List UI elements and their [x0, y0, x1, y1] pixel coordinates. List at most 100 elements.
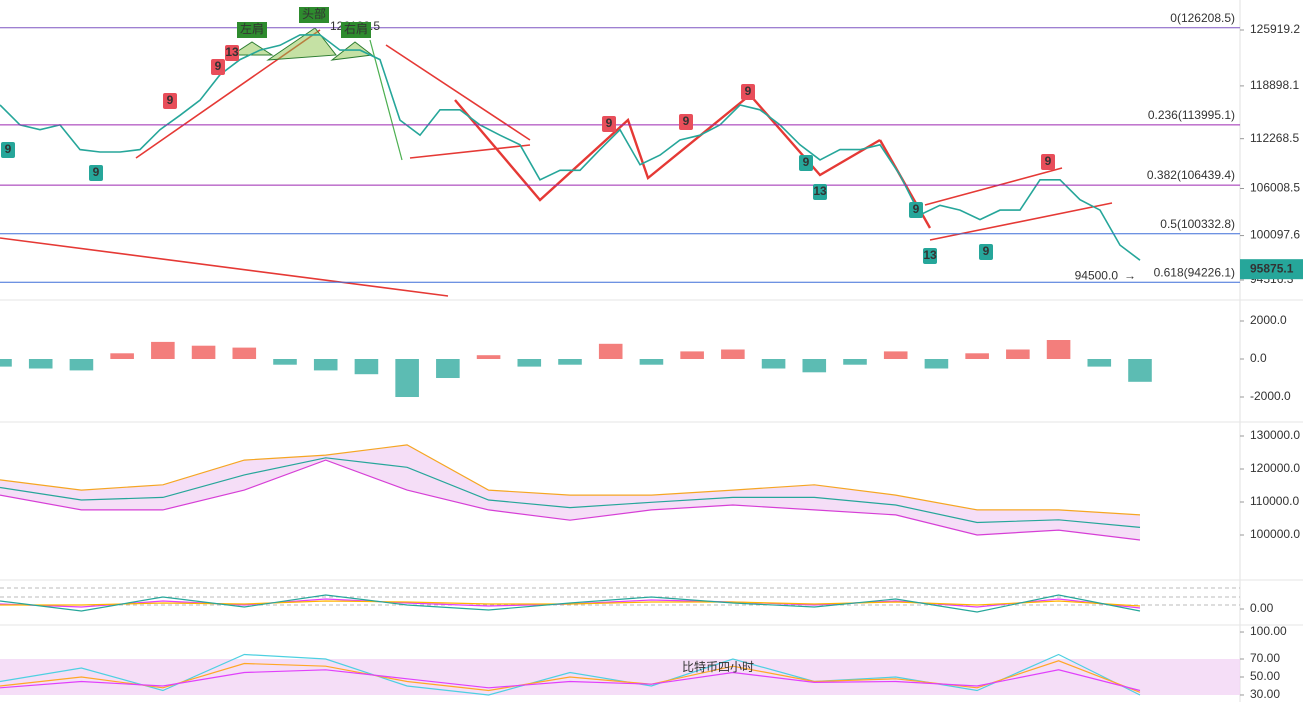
series-line	[0, 457, 1141, 528]
fib-label: 0.5(100332.8)	[1160, 217, 1235, 231]
pattern-tag	[341, 22, 371, 38]
histogram-bar	[802, 359, 827, 373]
histogram-bar	[354, 359, 379, 375]
td-tag	[923, 248, 937, 264]
y-tick-label: 2000.0	[1250, 313, 1287, 327]
y-tick-label: 125919.2	[1250, 22, 1300, 36]
trend-line	[0, 237, 449, 297]
td-tag	[602, 116, 616, 132]
td-count: 9	[606, 116, 613, 130]
series-line	[0, 594, 1141, 613]
fib-label: 0(126208.5)	[1170, 11, 1235, 25]
pattern-shape	[330, 41, 374, 61]
histogram-bar	[436, 359, 460, 379]
histogram-bar	[110, 353, 134, 360]
histogram-bar	[0, 359, 12, 367]
y-tick-label: 70.00	[1250, 651, 1280, 665]
zone-band	[0, 659, 1240, 695]
histogram-bar	[761, 359, 786, 369]
histogram-bar	[680, 351, 704, 360]
y-tick-label: 120000.0	[1250, 461, 1300, 475]
td-count: 9	[5, 142, 12, 156]
channel-line	[924, 167, 1063, 206]
td-tag	[211, 59, 225, 75]
fib-label: 0.618(94226.1)	[1154, 265, 1235, 279]
trend-line	[369, 39, 403, 161]
td-count: 9	[803, 155, 810, 169]
td-count: 13	[225, 45, 239, 59]
td-count: 9	[913, 202, 920, 216]
y-tick-label: 110000.0	[1250, 494, 1299, 508]
histogram-bar	[639, 359, 664, 365]
price-tag-label: 95875.1	[1250, 261, 1294, 275]
histogram-bar	[69, 359, 94, 371]
td-tag	[1041, 154, 1055, 170]
pattern-shape	[230, 41, 274, 56]
low-label: 94500.0	[1075, 268, 1119, 282]
td-count: 9	[1045, 154, 1052, 168]
histogram-bar	[1046, 340, 1071, 360]
td-count: 13	[813, 184, 827, 198]
histogram-bar	[965, 353, 989, 360]
wave-arrow	[454, 93, 881, 202]
trend-line	[409, 144, 531, 159]
histogram-bar	[476, 355, 501, 360]
series-line	[0, 669, 1141, 692]
td-tag	[225, 45, 239, 61]
histogram-bar	[28, 359, 53, 369]
y-tick-label: 100.00	[1250, 624, 1287, 638]
y-tick-label: 30.00	[1250, 687, 1280, 701]
low-arrow: →	[1124, 268, 1136, 282]
y-tick-label: 100097.6	[1250, 228, 1300, 242]
histogram-bar	[721, 349, 745, 360]
series-line	[0, 34, 1141, 261]
histogram-bar	[1087, 359, 1112, 367]
pattern-tag	[299, 7, 329, 23]
histogram-bar	[191, 345, 216, 360]
y-tick-label: 106008.5	[1250, 181, 1300, 195]
td-tag	[813, 184, 827, 200]
pattern-shape	[266, 27, 337, 61]
trend-lines	[0, 29, 1113, 297]
td-tag	[89, 165, 103, 181]
price-tag	[1240, 259, 1303, 280]
series-line	[0, 444, 1141, 516]
td-tag	[741, 84, 755, 100]
td-count: 9	[167, 93, 174, 107]
td-tag	[799, 155, 813, 171]
td-count: 9	[983, 244, 990, 258]
histogram-bar	[151, 341, 175, 360]
td-count: 9	[215, 59, 222, 73]
y-tick-label: 112268.5	[1250, 131, 1299, 145]
pattern-label: 左肩	[240, 21, 264, 36]
fib-label: 0.382(106439.4)	[1147, 168, 1235, 182]
pattern-tag	[237, 22, 267, 38]
y-tick-label: 100000.0	[1250, 527, 1300, 541]
fib-label: 0.236(113995.1)	[1148, 108, 1235, 122]
td-count: 9	[745, 84, 752, 98]
y-tick-label: 0.00	[1250, 601, 1274, 615]
pattern-label: 头部	[302, 6, 326, 21]
td-count: 9	[683, 114, 690, 128]
histogram-bar	[1128, 359, 1152, 382]
histogram-bar	[924, 359, 949, 369]
trend-line	[385, 44, 531, 141]
td-tag	[979, 244, 993, 260]
histogram-bar	[558, 359, 582, 365]
histogram-bar	[273, 359, 297, 365]
histogram-bar	[313, 359, 338, 371]
watermark: 比特币四小时	[682, 659, 754, 674]
td-tag	[163, 93, 177, 109]
series-line	[0, 653, 1141, 696]
y-tick-label: 50.00	[1250, 669, 1280, 683]
td-tag	[909, 202, 923, 218]
y-tick-label: 0.0	[1250, 351, 1267, 365]
td-tag	[1, 142, 15, 158]
histogram-bar	[232, 347, 257, 360]
y-tick-label: -2000.0	[1250, 389, 1291, 403]
histogram-bar	[883, 351, 908, 360]
td-count: 9	[93, 165, 100, 179]
